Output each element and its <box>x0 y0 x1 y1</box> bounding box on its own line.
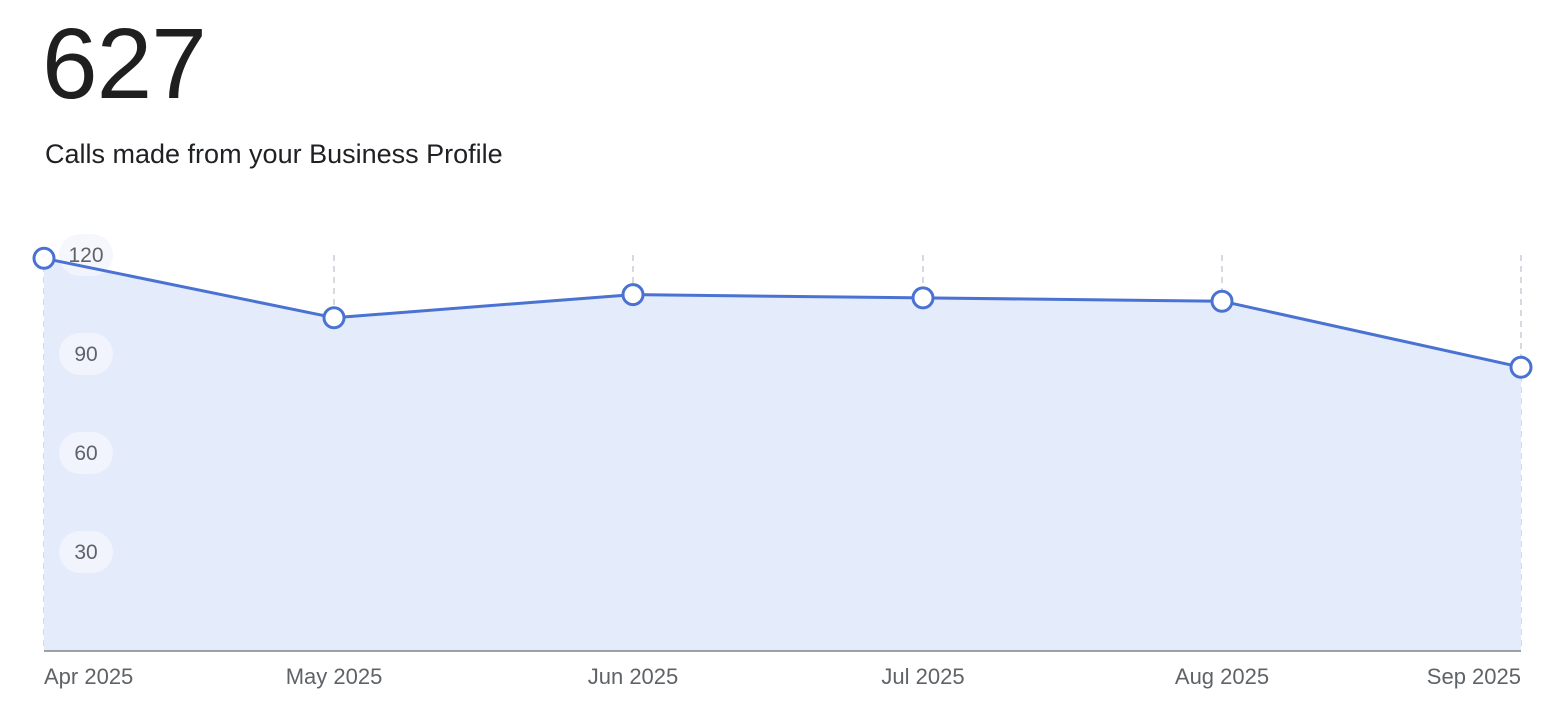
y-tick-label: 30 <box>74 541 97 564</box>
y-tick: 90 <box>59 333 113 375</box>
metric-value: 627 <box>42 8 207 120</box>
chart-series-line <box>43 256 1522 369</box>
y-tick-background <box>59 333 113 375</box>
x-tick-label: Jun 2025 <box>588 664 679 689</box>
x-axis-labels: Apr 2025 May 2025 Jun 2025 Jul 2025 Aug 2025… <box>44 664 1521 689</box>
y-tick: 30 <box>59 531 113 573</box>
x-tick-label: Sep 2025 <box>1427 664 1521 689</box>
x-tick-label: Apr 2025 <box>44 664 133 689</box>
chart-area-fill <box>44 258 1521 651</box>
y-tick-label: 60 <box>74 442 97 465</box>
data-point[interactable] <box>621 283 645 307</box>
data-point[interactable] <box>1210 289 1234 313</box>
x-tick-label: Jul 2025 <box>881 664 964 689</box>
data-point[interactable] <box>911 286 935 310</box>
x-tick-label: May 2025 <box>286 664 383 689</box>
metric-label: Calls made from your Business Profile <box>45 139 503 169</box>
chart-data-points <box>32 246 1533 379</box>
data-point[interactable] <box>322 306 346 330</box>
y-tick: 60 <box>59 432 113 474</box>
y-tick-background <box>59 432 113 474</box>
y-tick-label: 120 <box>68 244 103 267</box>
data-point[interactable] <box>1509 355 1533 379</box>
y-tick-background <box>59 531 113 573</box>
y-tick-label: 90 <box>74 343 97 366</box>
x-tick-label: Aug 2025 <box>1175 664 1269 689</box>
data-point[interactable] <box>32 246 56 270</box>
